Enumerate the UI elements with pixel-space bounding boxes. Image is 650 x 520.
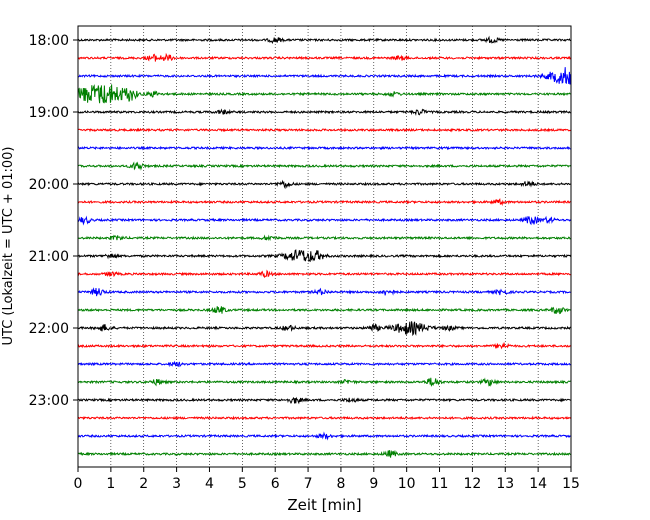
x-tick-label: 10 — [398, 476, 416, 492]
x-tick-label: 11 — [431, 476, 449, 492]
x-tick-label: 13 — [496, 476, 514, 492]
trace-1900 — [77, 108, 571, 117]
x-tick-label: 3 — [172, 476, 181, 492]
trace-2145 — [77, 306, 571, 315]
trace-2000 — [77, 179, 571, 190]
x-tick-label: 7 — [304, 476, 313, 492]
trace-2230 — [77, 360, 571, 368]
y-tick-label: 23:00 — [29, 393, 69, 409]
x-tick-label: 2 — [139, 476, 148, 492]
x-axis-label: Zeit [min] — [287, 496, 361, 514]
x-tick-label: 1 — [106, 476, 115, 492]
trace-2330 — [77, 431, 571, 441]
trace-2130 — [77, 287, 571, 297]
y-tick-label: 18:00 — [29, 33, 69, 49]
trace-1930 — [77, 145, 571, 151]
y-tick-label: 20:00 — [29, 177, 69, 193]
trace-2300 — [77, 396, 571, 405]
x-tick-label: 6 — [271, 476, 280, 492]
trace-1915 — [77, 127, 571, 133]
trace-layer — [77, 35, 572, 458]
trace-2100 — [78, 249, 572, 263]
trace-2345 — [77, 449, 571, 458]
trace-2200 — [77, 321, 571, 337]
trace-2245 — [77, 377, 571, 387]
trace-2315 — [77, 415, 571, 421]
x-tick-label: 14 — [529, 476, 547, 492]
trace-2045 — [77, 234, 571, 241]
trace-1830 — [77, 67, 572, 85]
trace-1815 — [77, 52, 572, 62]
trace-2015 — [77, 198, 571, 207]
x-tick-label: 0 — [74, 476, 83, 492]
y-tick-label: 19:00 — [29, 105, 69, 121]
x-tick-label: 4 — [205, 476, 214, 492]
x-tick-label: 15 — [562, 476, 580, 492]
y-axis-ticks: 18:00 19:00 20:00 21:00 22:00 23:00 — [29, 33, 78, 409]
x-tick-label: 9 — [369, 476, 378, 492]
trace-1800 — [77, 35, 571, 45]
trace-1945 — [77, 161, 571, 171]
y-axis-label: UTC (Lokalzeit = UTC + 01:00) — [1, 147, 16, 346]
x-axis-ticks: 0 1 2 3 4 5 6 7 8 9 10 11 12 13 14 15 — [74, 467, 580, 492]
trace-2215 — [77, 342, 571, 350]
y-tick-label: 21:00 — [29, 249, 69, 265]
plot-frame — [77, 25, 572, 468]
trace-2030 — [77, 215, 571, 226]
x-tick-label: 8 — [336, 476, 345, 492]
x-tick-label: 5 — [238, 476, 247, 492]
trace-1845 — [77, 84, 571, 104]
trace-2115 — [77, 269, 571, 279]
y-tick-label: 22:00 — [29, 321, 69, 337]
x-tick-label: 12 — [463, 476, 481, 492]
